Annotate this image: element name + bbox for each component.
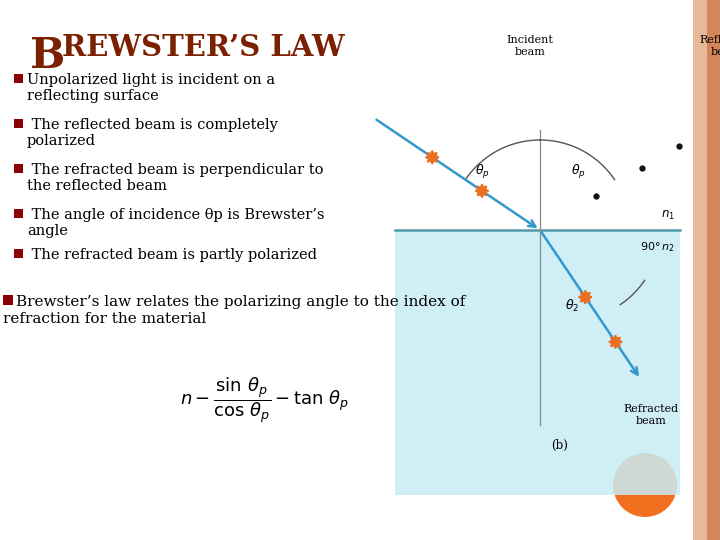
Text: the reflected beam: the reflected beam: [27, 179, 167, 193]
Text: (b): (b): [552, 439, 568, 452]
Bar: [14, 209, 23, 218]
Text: reflecting surface: reflecting surface: [27, 89, 158, 103]
Circle shape: [613, 453, 677, 517]
Text: $90°\,n_2$: $90°\,n_2$: [640, 240, 675, 254]
Text: Refracted
beam: Refracted beam: [623, 404, 678, 426]
Text: The angle of incidence θp is Brewster’s: The angle of incidence θp is Brewster’s: [27, 208, 325, 222]
Bar: [14, 74, 23, 83]
Text: polarized: polarized: [27, 134, 96, 148]
Text: Incident
beam: Incident beam: [507, 35, 554, 57]
Bar: [707, 0, 720, 540]
Bar: [3, 295, 13, 305]
Text: $\theta_p$: $\theta_p$: [570, 163, 585, 181]
Text: The refracted beam is perpendicular to: The refracted beam is perpendicular to: [27, 163, 323, 177]
Text: Reflected
beam: Reflected beam: [699, 35, 720, 57]
Text: REWSTER’S LAW: REWSTER’S LAW: [62, 33, 345, 62]
Text: Brewster’s law relates the polarizing angle to the index of: Brewster’s law relates the polarizing an…: [16, 295, 465, 309]
Text: The reflected beam is completely: The reflected beam is completely: [27, 118, 278, 132]
Text: The refracted beam is partly polarized: The refracted beam is partly polarized: [27, 248, 317, 262]
Bar: [14, 119, 23, 128]
Text: $\theta_2$: $\theta_2$: [565, 298, 580, 314]
Bar: [14, 249, 23, 258]
Text: $\theta_p$: $\theta_p$: [474, 163, 490, 181]
Text: Unpolarized light is incident on a: Unpolarized light is incident on a: [27, 73, 275, 87]
Bar: [395, 230, 680, 495]
Text: $n_1$: $n_1$: [661, 209, 675, 222]
Bar: [14, 164, 23, 173]
Bar: [693, 0, 707, 540]
Text: refraction for the material: refraction for the material: [3, 312, 206, 326]
Text: angle: angle: [27, 224, 68, 238]
Text: $n-\dfrac{\sin\,\theta_p}{\cos\,\theta_p}-\tan\,\theta_p$: $n-\dfrac{\sin\,\theta_p}{\cos\,\theta_p…: [180, 375, 349, 424]
Text: B: B: [30, 35, 66, 77]
